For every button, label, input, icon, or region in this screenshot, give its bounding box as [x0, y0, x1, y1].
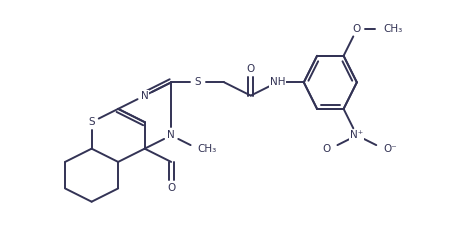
Text: O: O [167, 183, 175, 193]
Text: N: N [167, 130, 175, 140]
Text: N⁺: N⁺ [350, 130, 363, 140]
Text: CH₃: CH₃ [383, 24, 403, 34]
Text: O: O [247, 64, 255, 74]
Text: CH₃: CH₃ [198, 144, 217, 154]
Text: O: O [353, 24, 361, 34]
Text: S: S [88, 117, 95, 127]
Text: NH: NH [269, 77, 285, 87]
Text: O⁻: O⁻ [383, 144, 397, 154]
Text: N: N [141, 91, 149, 101]
Text: O: O [322, 144, 330, 154]
Text: S: S [194, 77, 201, 87]
